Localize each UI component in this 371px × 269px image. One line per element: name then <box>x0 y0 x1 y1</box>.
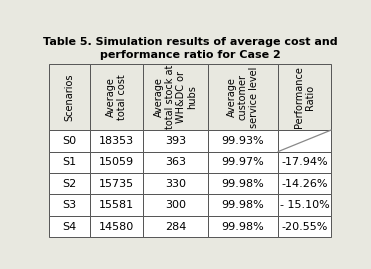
Bar <box>49 151 91 173</box>
Text: Average
total stock at
WH&DC or
hubs: Average total stock at WH&DC or hubs <box>154 65 197 129</box>
Bar <box>91 173 143 194</box>
Text: 99.98%: 99.98% <box>221 222 265 232</box>
Text: S3: S3 <box>63 200 77 210</box>
Text: S0: S0 <box>63 136 77 146</box>
Text: 363: 363 <box>165 157 186 167</box>
Text: 15059: 15059 <box>99 157 134 167</box>
Text: 330: 330 <box>165 179 186 189</box>
Bar <box>208 173 278 194</box>
Text: 99.98%: 99.98% <box>221 200 265 210</box>
Bar <box>49 194 91 216</box>
Bar <box>143 194 208 216</box>
Text: 15735: 15735 <box>99 179 134 189</box>
Bar <box>278 173 331 194</box>
Bar <box>91 64 143 130</box>
Bar <box>143 64 208 130</box>
Bar <box>208 151 278 173</box>
Text: S1: S1 <box>63 157 77 167</box>
Text: Average
customer
service level: Average customer service level <box>227 66 259 128</box>
Bar <box>49 130 91 151</box>
Text: 300: 300 <box>165 200 186 210</box>
Text: 393: 393 <box>165 136 186 146</box>
Text: -14.26%: -14.26% <box>281 179 328 189</box>
Text: 99.93%: 99.93% <box>221 136 264 146</box>
Bar <box>278 130 331 151</box>
Bar <box>278 216 331 237</box>
Text: 284: 284 <box>165 222 186 232</box>
Text: - 15.10%: - 15.10% <box>280 200 329 210</box>
Text: Scenarios: Scenarios <box>65 73 75 121</box>
Bar <box>91 194 143 216</box>
Bar <box>143 173 208 194</box>
Text: Average
total cost: Average total cost <box>106 74 127 120</box>
Text: Table 5. Simulation results of average cost and
performance ratio for Case 2: Table 5. Simulation results of average c… <box>43 37 338 60</box>
Bar <box>49 64 91 130</box>
Bar <box>91 216 143 237</box>
Text: -17.94%: -17.94% <box>281 157 328 167</box>
Text: Performance
Ratio: Performance Ratio <box>294 66 315 128</box>
Bar <box>91 130 143 151</box>
Bar <box>49 216 91 237</box>
Text: 99.97%: 99.97% <box>221 157 265 167</box>
Text: 99.98%: 99.98% <box>221 179 265 189</box>
Text: S4: S4 <box>63 222 77 232</box>
Text: 18353: 18353 <box>99 136 134 146</box>
Bar <box>143 130 208 151</box>
Bar <box>208 130 278 151</box>
Text: -20.55%: -20.55% <box>282 222 328 232</box>
Bar <box>278 64 331 130</box>
Text: S2: S2 <box>63 179 77 189</box>
Bar <box>143 216 208 237</box>
Bar <box>278 194 331 216</box>
Text: 15581: 15581 <box>99 200 134 210</box>
Text: 14580: 14580 <box>99 222 134 232</box>
Bar <box>143 151 208 173</box>
Bar <box>208 64 278 130</box>
Bar <box>278 151 331 173</box>
Bar <box>208 194 278 216</box>
Bar <box>49 173 91 194</box>
Bar <box>208 216 278 237</box>
Bar <box>91 151 143 173</box>
